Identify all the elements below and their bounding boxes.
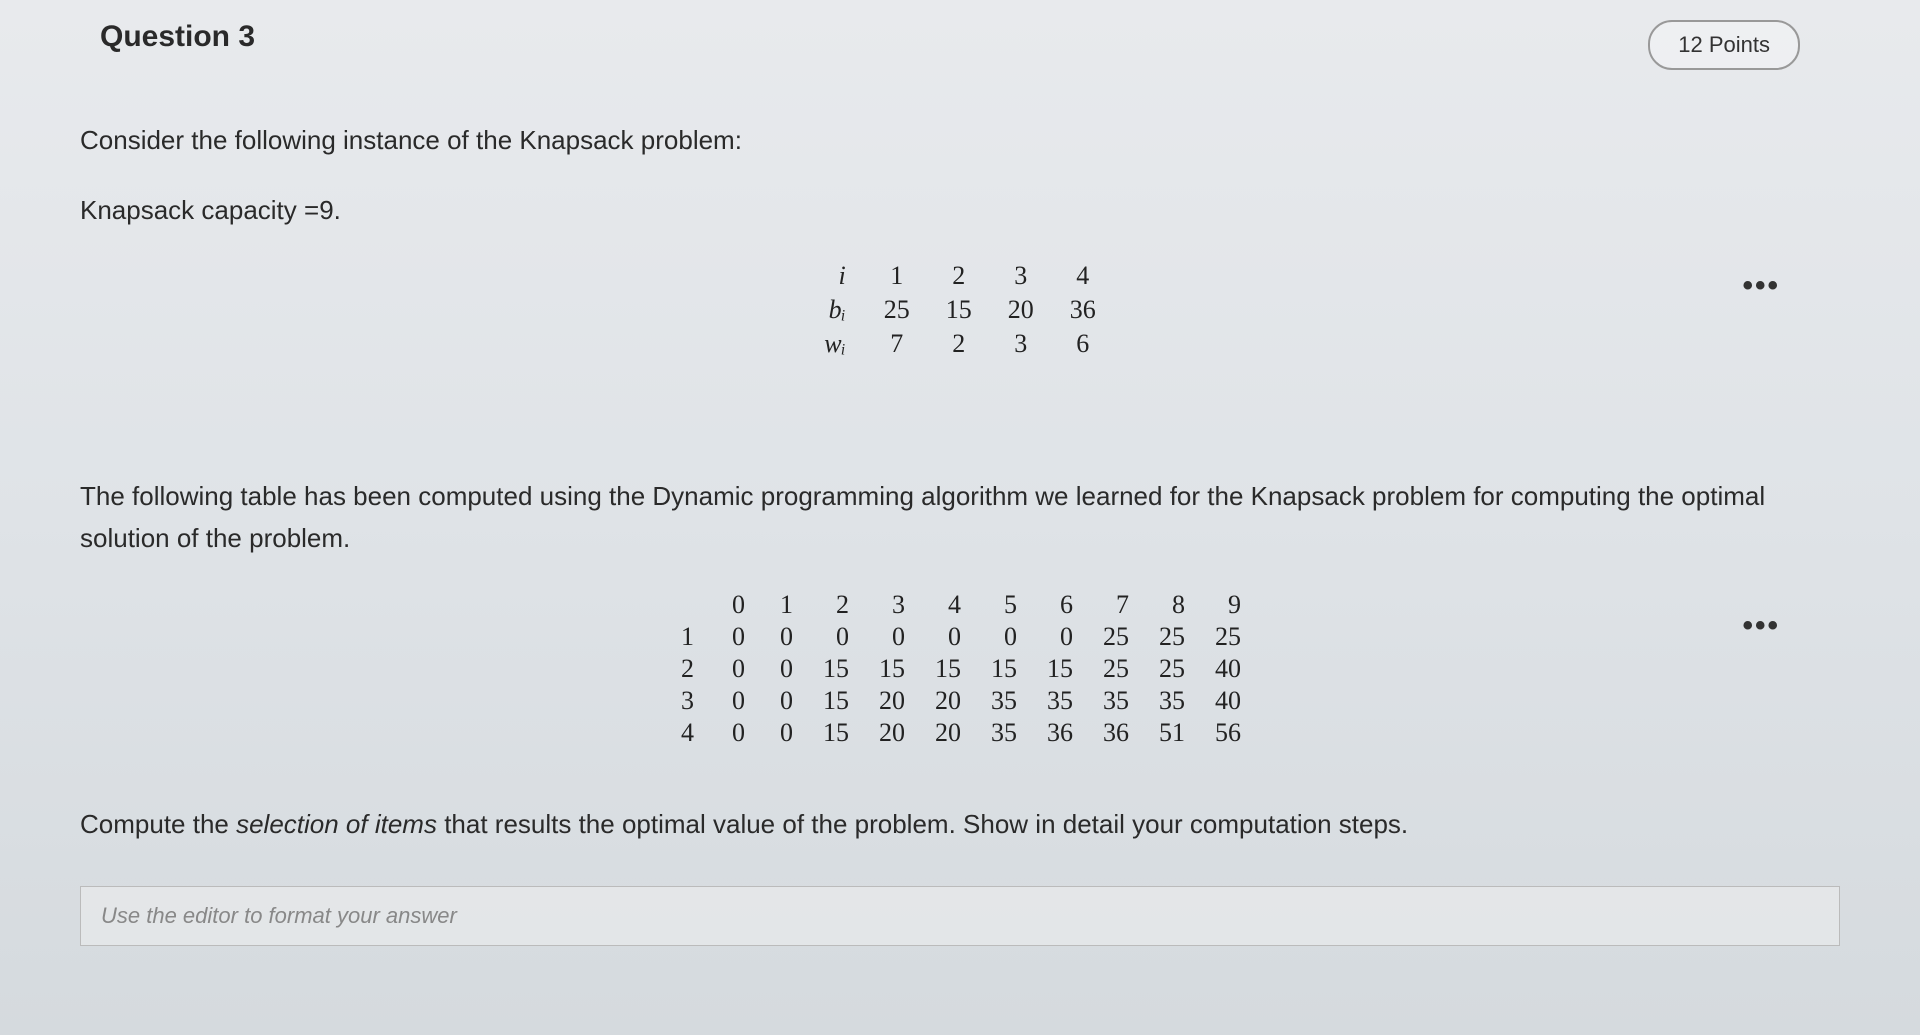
dp-cell: 0 xyxy=(712,717,760,749)
dp-cell: 0 xyxy=(864,621,920,653)
dp-cell: 25 xyxy=(1088,653,1144,685)
item-row-label: wᵢ xyxy=(806,327,865,361)
dp-cell: 3 xyxy=(664,685,712,717)
dp-cell: 36 xyxy=(1088,717,1144,749)
dp-table-wrap: 0 1 2 3 4 5 6 7 8 9 1 0 0 xyxy=(80,589,1840,754)
dp-header-cell xyxy=(664,589,712,621)
dp-row: 4 0 0 15 20 20 35 36 36 51 56 xyxy=(664,717,1256,749)
item-data-table: i 1 2 3 4 bᵢ 25 15 20 36 wᵢ xyxy=(806,259,1113,361)
dp-cell: 56 xyxy=(1200,717,1256,749)
item-cell: 15 xyxy=(928,293,990,327)
dp-cell: 0 xyxy=(1032,621,1088,653)
dp-cell: 20 xyxy=(864,685,920,717)
item-cell: 36 xyxy=(1052,293,1114,327)
dp-cell: 25 xyxy=(1200,621,1256,653)
dp-cell: 35 xyxy=(1032,685,1088,717)
dp-cell: 35 xyxy=(1144,685,1200,717)
dp-header-cell: 3 xyxy=(864,589,920,621)
item-cell: 3 xyxy=(990,259,1052,293)
dp-cell: 4 xyxy=(664,717,712,749)
dp-header-cell: 6 xyxy=(1032,589,1088,621)
dp-cell: 0 xyxy=(760,653,808,685)
dp-row: 2 0 0 15 15 15 15 15 25 25 40 xyxy=(664,653,1256,685)
dp-cell: 35 xyxy=(976,717,1032,749)
prompt-suffix: that results the optimal value of the pr… xyxy=(437,809,1408,839)
dp-cell: 0 xyxy=(712,621,760,653)
dp-cell: 2 xyxy=(664,653,712,685)
item-row-b: bᵢ 25 15 20 36 xyxy=(806,293,1113,327)
dp-row: 3 0 0 15 20 20 35 35 35 35 40 xyxy=(664,685,1256,717)
dp-header-cell: 9 xyxy=(1200,589,1256,621)
dp-header-cell: 0 xyxy=(712,589,760,621)
dp-cell: 0 xyxy=(760,717,808,749)
computation-prompt: Compute the selection of items that resu… xyxy=(80,804,1840,846)
intro-line-1: Consider the following instance of the K… xyxy=(80,120,1840,162)
dp-header-cell: 7 xyxy=(1088,589,1144,621)
intro-line-2: Knapsack capacity =9. xyxy=(80,190,1840,232)
dp-cell: 15 xyxy=(808,717,864,749)
item-cell: 7 xyxy=(866,327,928,361)
item-row-i: i 1 2 3 4 xyxy=(806,259,1113,293)
item-cell: 25 xyxy=(866,293,928,327)
points-badge: 12 Points xyxy=(1648,20,1800,70)
dp-cell: 35 xyxy=(976,685,1032,717)
dp-header-cell: 4 xyxy=(920,589,976,621)
paragraph-2: The following table has been computed us… xyxy=(80,476,1840,559)
dp-cell: 0 xyxy=(760,685,808,717)
dp-cell: 20 xyxy=(920,717,976,749)
dp-cell: 15 xyxy=(920,653,976,685)
dp-cell: 0 xyxy=(712,653,760,685)
dp-header-cell: 5 xyxy=(976,589,1032,621)
dp-cell: 25 xyxy=(1144,653,1200,685)
item-row-label: bᵢ xyxy=(806,293,865,327)
dp-cell: 40 xyxy=(1200,685,1256,717)
dp-cell: 40 xyxy=(1200,653,1256,685)
item-row-w: wᵢ 7 2 3 6 xyxy=(806,327,1113,361)
dp-header-cell: 8 xyxy=(1144,589,1200,621)
dp-cell: 25 xyxy=(1144,621,1200,653)
item-cell: 1 xyxy=(866,259,928,293)
dp-cell: 25 xyxy=(1088,621,1144,653)
dp-cell: 0 xyxy=(712,685,760,717)
quiz-question-page: Question 3 12 Points Consider the follow… xyxy=(0,0,1920,1035)
item-cell: 2 xyxy=(928,327,990,361)
dp-table: 0 1 2 3 4 5 6 7 8 9 1 0 0 xyxy=(664,589,1256,749)
question-title: Question 3 xyxy=(80,20,255,54)
dp-cell: 36 xyxy=(1032,717,1088,749)
dp-cell: 51 xyxy=(1144,717,1200,749)
more-options-icon[interactable]: ••• xyxy=(1742,269,1780,303)
prompt-prefix: Compute the xyxy=(80,809,236,839)
prompt-italic: selection of items xyxy=(236,809,437,839)
dp-header-cell: 2 xyxy=(808,589,864,621)
item-cell: 4 xyxy=(1052,259,1114,293)
item-cell: 2 xyxy=(928,259,990,293)
dp-cell: 0 xyxy=(976,621,1032,653)
dp-row: 1 0 0 0 0 0 0 0 25 25 25 xyxy=(664,621,1256,653)
dp-cell: 20 xyxy=(864,717,920,749)
content-area: Question 3 12 Points Consider the follow… xyxy=(0,20,1920,846)
item-cell: 6 xyxy=(1052,327,1114,361)
dp-cell: 35 xyxy=(1088,685,1144,717)
question-header: Question 3 12 Points xyxy=(80,20,1840,70)
item-table-wrap: i 1 2 3 4 bᵢ 25 15 20 36 wᵢ xyxy=(80,259,1840,366)
more-options-icon[interactable]: ••• xyxy=(1742,609,1780,643)
editor-placeholder: Use the editor to format your answer xyxy=(101,903,457,928)
dp-cell: 0 xyxy=(920,621,976,653)
dp-cell: 0 xyxy=(808,621,864,653)
dp-cell: 15 xyxy=(976,653,1032,685)
dp-cell: 1 xyxy=(664,621,712,653)
dp-cell: 0 xyxy=(760,621,808,653)
dp-cell: 20 xyxy=(920,685,976,717)
dp-header-cell: 1 xyxy=(760,589,808,621)
dp-cell: 15 xyxy=(864,653,920,685)
dp-cell: 15 xyxy=(1032,653,1088,685)
answer-editor[interactable]: Use the editor to format your answer xyxy=(80,886,1840,946)
item-cell: 20 xyxy=(990,293,1052,327)
dp-cell: 15 xyxy=(808,685,864,717)
item-row-label: i xyxy=(806,259,865,293)
dp-cell: 15 xyxy=(808,653,864,685)
item-cell: 3 xyxy=(990,327,1052,361)
spacer xyxy=(80,416,1840,476)
dp-header-row: 0 1 2 3 4 5 6 7 8 9 xyxy=(664,589,1256,621)
